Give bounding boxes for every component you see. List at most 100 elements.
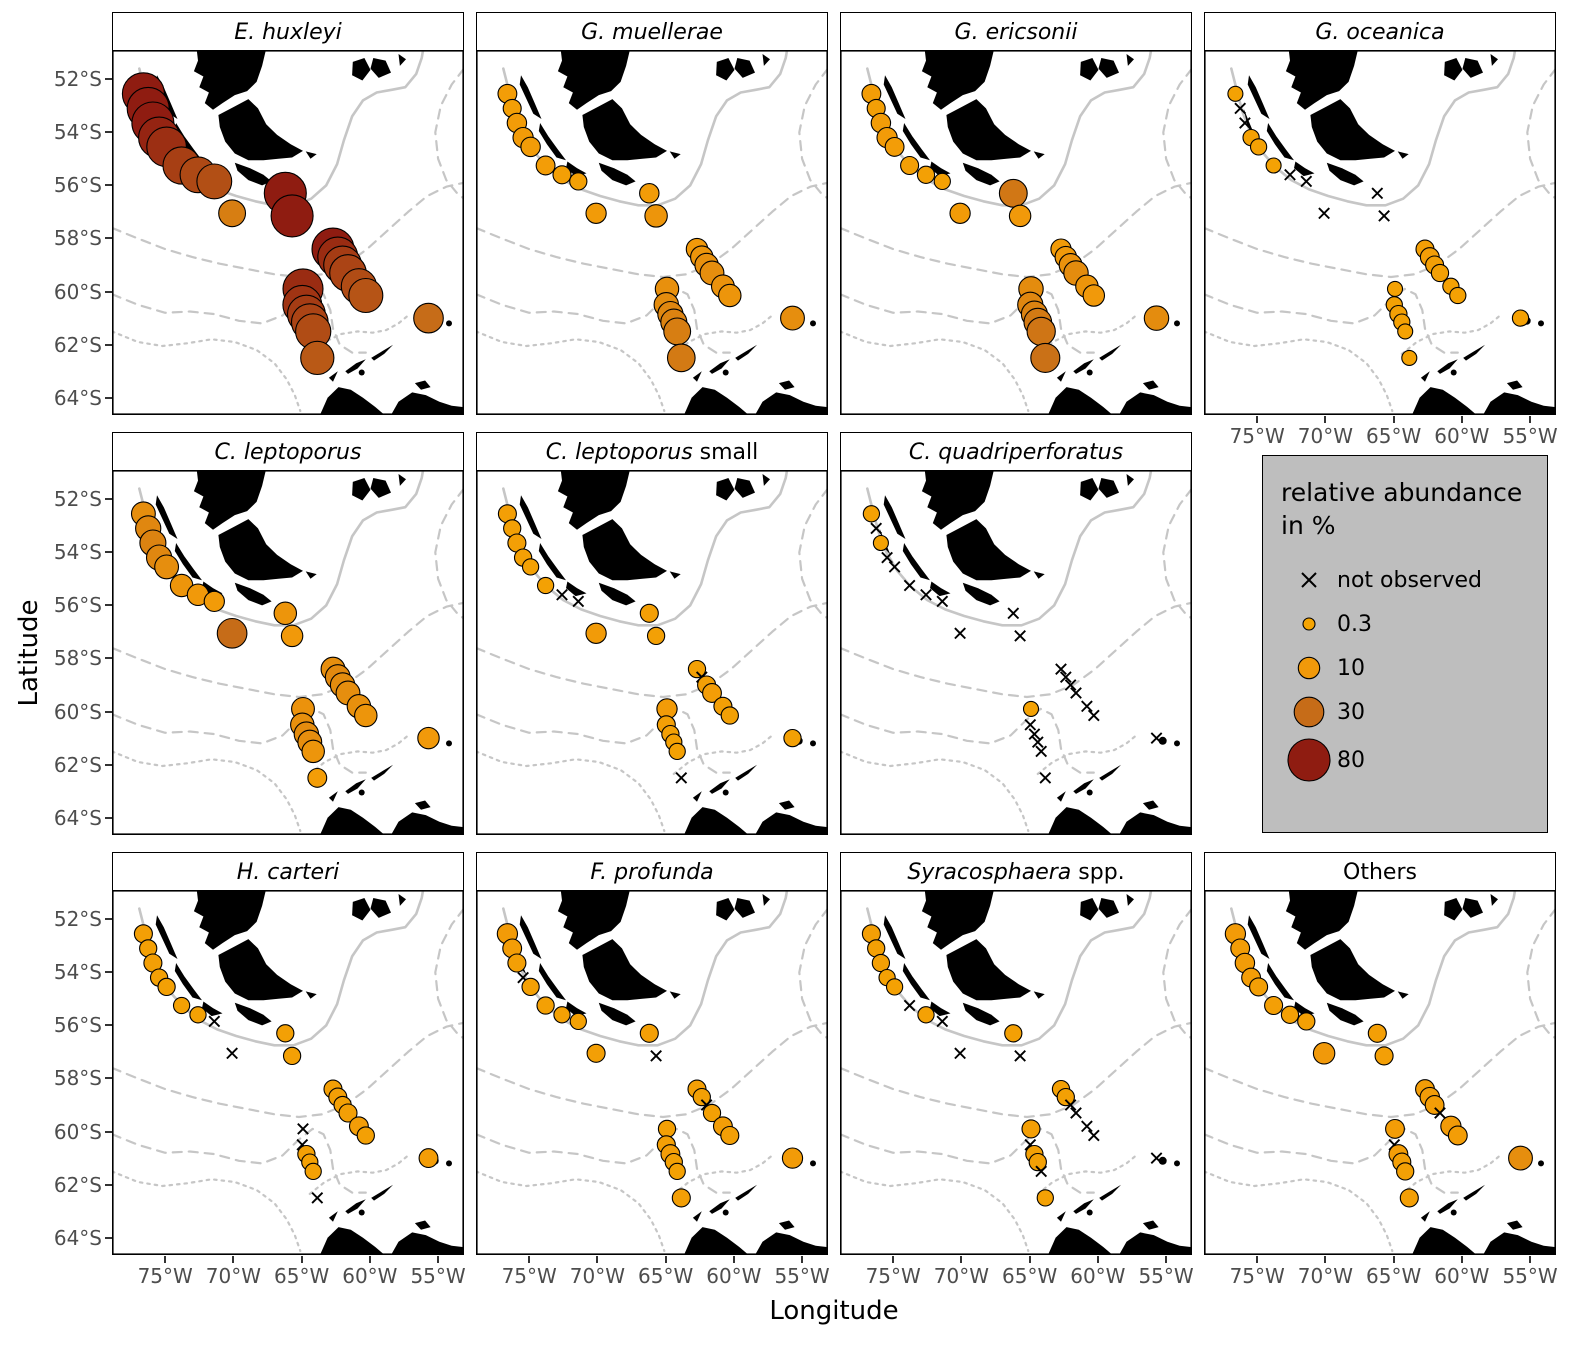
station-not-observed-mark	[1070, 687, 1082, 699]
land-polygon	[1098, 58, 1119, 78]
ocean-front-line	[112, 1021, 464, 1119]
ocean-front-line	[798, 487, 828, 620]
station-bubble	[668, 742, 686, 761]
ocean-front-line	[840, 1021, 1192, 1119]
land-polygon	[1080, 898, 1099, 921]
small-island	[810, 740, 816, 747]
land-polygon	[305, 571, 317, 579]
land-polygon	[1099, 1184, 1122, 1201]
station-bubble	[1312, 1042, 1336, 1065]
station-not-observed-mark	[1150, 732, 1163, 744]
x-tick-mark	[1529, 416, 1532, 423]
ocean-front-line	[1526, 907, 1556, 1040]
bubble-size-symbol	[1281, 602, 1337, 646]
land-polygon	[1310, 99, 1395, 161]
land-polygon	[735, 764, 758, 781]
station-bubble	[862, 505, 881, 523]
y-tick-label: 54°S	[53, 540, 102, 565]
x-tick-label: 70°W	[933, 1264, 990, 1288]
land-polygon	[709, 779, 730, 794]
station-bubble	[569, 1012, 587, 1031]
x-tick-label: 70°W	[1297, 424, 1354, 448]
land-polygon	[218, 99, 303, 161]
land-polygon	[1506, 1220, 1523, 1230]
y-tick-label: 62°S	[53, 1172, 102, 1197]
station-bubble	[1397, 323, 1414, 340]
y-axis-title: Latitude	[14, 599, 44, 707]
x-tick-mark	[1165, 1256, 1168, 1263]
facet-panel-e-huxleyi	[112, 50, 464, 415]
land-polygon	[352, 898, 371, 921]
y-tick-label: 54°S	[53, 960, 102, 985]
x-tick-mark	[437, 1256, 440, 1263]
legend-item-label: 30	[1337, 699, 1365, 725]
land-polygon	[683, 1227, 749, 1255]
land-polygon	[1266, 123, 1294, 161]
y-tick-label: 60°S	[53, 1119, 102, 1144]
legend-item-label: 0.3	[1337, 611, 1372, 637]
small-island	[1538, 320, 1544, 327]
x-tick-label: 60°W	[1070, 1264, 1126, 1288]
station-bubble	[1249, 138, 1268, 156]
station-not-observed-mark	[556, 588, 568, 601]
station-not-observed-mark	[1081, 700, 1093, 713]
land-polygon	[755, 812, 827, 835]
small-island	[722, 1209, 729, 1216]
station-bubble	[307, 767, 328, 788]
station-bubble	[639, 603, 659, 623]
stations-layer	[861, 924, 1163, 1207]
station-bubble	[569, 172, 588, 191]
station-not-observed-mark	[572, 595, 585, 608]
land-polygon	[734, 478, 755, 498]
x-tick-label: 75°W	[501, 1264, 557, 1288]
small-island	[810, 320, 816, 327]
land-polygon	[1098, 898, 1119, 918]
station-bubble	[663, 317, 692, 346]
land-polygon	[1142, 800, 1159, 810]
station-bubble	[1511, 309, 1530, 327]
station-bubble	[917, 1006, 935, 1024]
land-polygon	[1119, 812, 1191, 835]
y-tick-mark	[105, 343, 112, 346]
land-polygon	[1462, 898, 1483, 918]
land-polygon	[930, 161, 951, 177]
land-polygon	[1506, 380, 1523, 390]
map-f-profunda	[476, 890, 828, 1255]
y-tick-label: 60°S	[53, 699, 102, 724]
station-not-observed-mark	[297, 1123, 309, 1135]
x-tick-mark	[1460, 416, 1463, 423]
land-polygon	[734, 898, 755, 918]
land-polygon	[669, 991, 681, 999]
land-polygon	[1247, 915, 1270, 959]
y-tick-mark	[105, 918, 112, 921]
land-polygon	[598, 162, 636, 186]
legend-title-line2: in %	[1281, 511, 1336, 540]
station-bubble	[1385, 1118, 1405, 1139]
station-not-observed-mark	[1070, 1107, 1082, 1119]
land-polygon	[319, 1227, 385, 1255]
station-bubble	[356, 1126, 375, 1145]
land-polygon	[1056, 791, 1066, 802]
station-bubble	[1386, 280, 1404, 297]
facet-title-g-ericsonii: G. ericsonii	[840, 12, 1192, 52]
station-bubble	[585, 202, 607, 224]
station-bubble	[1026, 316, 1056, 347]
station-not-observed-mark	[903, 579, 916, 592]
station-bubble	[884, 136, 905, 157]
land-polygon	[762, 54, 770, 66]
land-polygon	[930, 581, 951, 597]
land-polygon	[778, 380, 795, 390]
station-bubble	[1396, 1162, 1415, 1181]
facet-title-plain-part: Others	[1343, 859, 1417, 885]
legend-item-label: 80	[1337, 747, 1365, 773]
land-polygon	[328, 1211, 338, 1222]
x-tick-mark	[960, 1256, 963, 1263]
station-bubble	[1424, 1095, 1445, 1115]
facet-title-italic-part: F. profunda	[590, 859, 714, 885]
land-polygon	[902, 123, 930, 161]
y-tick-mark	[105, 498, 112, 501]
land-polygon	[218, 519, 303, 581]
y-tick-label: 60°S	[53, 279, 102, 304]
y-tick-label: 52°S	[53, 487, 102, 512]
land-polygon	[1047, 807, 1113, 835]
